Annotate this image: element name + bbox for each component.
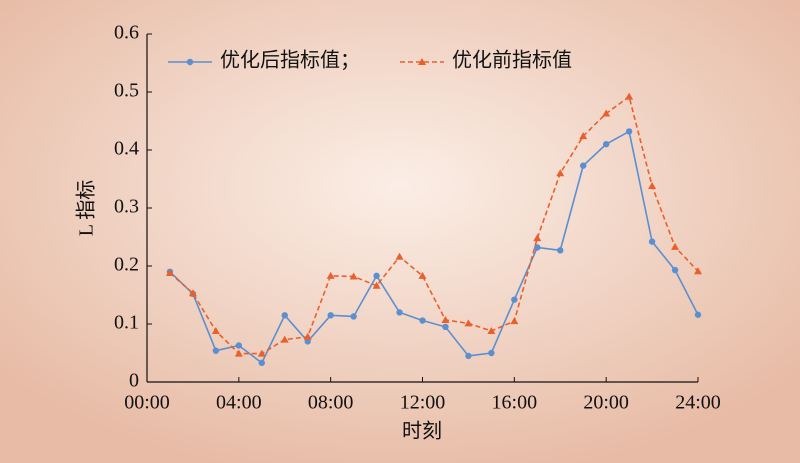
point: [372, 281, 381, 289]
point: [441, 315, 450, 323]
point: [534, 244, 541, 251]
point: [212, 347, 220, 354]
point: [648, 181, 657, 189]
point: [694, 311, 702, 318]
y-tick-label: 0.2: [114, 254, 139, 276]
point: [165, 268, 174, 276]
series-line: [169, 95, 699, 355]
point: [419, 317, 426, 324]
point: [257, 349, 266, 357]
point: [556, 169, 565, 177]
point: [258, 359, 265, 367]
x-tick-label: 08:00: [308, 392, 354, 414]
point: [694, 267, 702, 275]
y-tick-label: 0.1: [114, 312, 139, 334]
point: [671, 242, 680, 250]
point: [304, 338, 311, 345]
point: [557, 247, 564, 254]
point: [350, 313, 357, 320]
point: [373, 272, 380, 280]
point: [625, 128, 633, 135]
point: [648, 238, 656, 245]
point: [418, 271, 427, 279]
point: [188, 289, 197, 297]
x-tick-label: 20:00: [583, 392, 629, 414]
point: [395, 252, 404, 260]
point: [488, 349, 495, 357]
point: [580, 162, 587, 169]
y-tick-label: 0.3: [114, 196, 139, 218]
point: [510, 317, 519, 325]
y-tick-label: 0.6: [114, 22, 139, 44]
point: [234, 349, 243, 357]
x-tick-label: 16:00: [492, 392, 538, 414]
x-tick-label: 04:00: [216, 392, 262, 414]
point: [349, 272, 358, 280]
point: [671, 266, 679, 274]
point: [442, 323, 449, 331]
point: [602, 141, 610, 148]
point: [235, 342, 243, 349]
x-tick-label: 24:00: [675, 392, 721, 414]
x-tick-label: 00:00: [124, 392, 170, 414]
point: [280, 335, 289, 343]
point: [625, 92, 634, 100]
y-tick-label: 0.5: [114, 80, 139, 102]
legend-marker: [418, 58, 426, 65]
point: [465, 352, 472, 360]
y-tick-label: 0: [129, 370, 139, 392]
y-axis-label: L 指标: [75, 180, 98, 236]
point: [511, 296, 518, 303]
legend-label: 优化前指标值: [452, 49, 572, 72]
point: [281, 312, 288, 319]
point: [579, 132, 588, 140]
point: [602, 109, 611, 117]
legend-label: 优化后指标值；: [220, 49, 360, 72]
legend-marker: [186, 58, 194, 66]
point: [396, 309, 403, 316]
point: [464, 319, 473, 327]
x-tick-label: 12:00: [400, 392, 446, 414]
point: [211, 326, 220, 334]
point: [533, 234, 542, 242]
point: [487, 326, 496, 334]
series-line: [169, 130, 699, 365]
point: [327, 312, 334, 319]
x-axis-label: 时刻: [402, 420, 442, 443]
point: [303, 332, 312, 340]
y-tick-label: 0.4: [114, 138, 139, 160]
point: [326, 271, 335, 279]
